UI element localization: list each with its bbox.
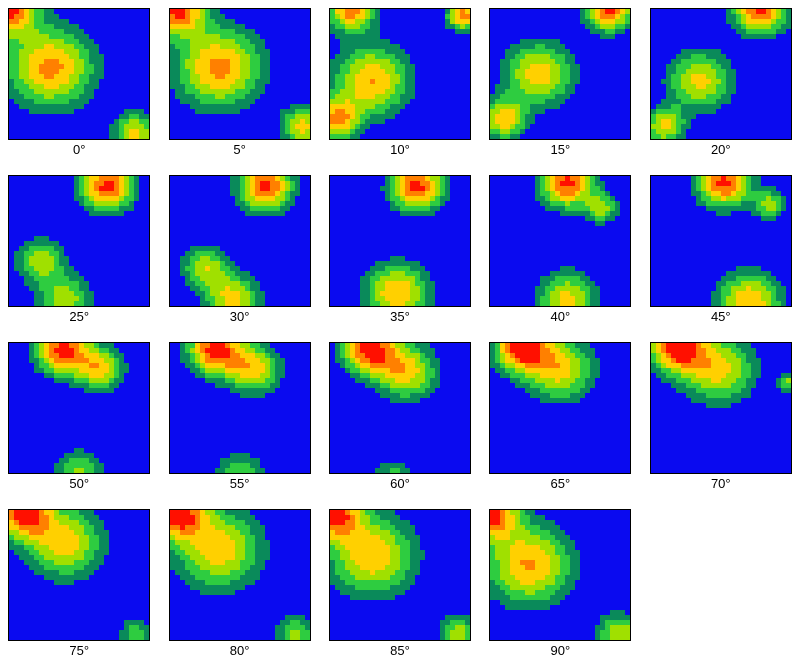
- panel-label: 45°: [711, 309, 731, 324]
- heatmap-panel: 80°: [168, 509, 310, 658]
- panel-label: 35°: [390, 309, 410, 324]
- panel-label: 25°: [69, 309, 89, 324]
- heatmap-panel: 10°: [329, 8, 471, 157]
- heatmap-plot: [489, 8, 631, 140]
- panel-label: 0°: [73, 142, 85, 157]
- heatmap-plot: [329, 175, 471, 307]
- panel-label: 60°: [390, 476, 410, 491]
- heatmap-panel: 55°: [168, 342, 310, 491]
- heatmap-panel: 85°: [329, 509, 471, 658]
- heatmap-plot: [329, 342, 471, 474]
- panel-label: 85°: [390, 643, 410, 658]
- heatmap-panel: 30°: [168, 175, 310, 324]
- heatmap-panel: 70°: [650, 342, 792, 491]
- panel-label: 80°: [230, 643, 250, 658]
- heatmap-panel: 90°: [489, 509, 631, 658]
- heatmap-plot: [329, 8, 471, 140]
- panel-label: 30°: [230, 309, 250, 324]
- heatmap-plot: [8, 175, 150, 307]
- heatmap-panel: 50°: [8, 342, 150, 491]
- heatmap-plot: [650, 175, 792, 307]
- heatmap-plot: [8, 509, 150, 641]
- panel-label: 90°: [551, 643, 571, 658]
- heatmap-plot: [489, 509, 631, 641]
- heatmap-plot: [650, 342, 792, 474]
- heatmap-plot: [8, 342, 150, 474]
- heatmap-plot: [329, 509, 471, 641]
- heatmap-plot: [489, 342, 631, 474]
- panel-label: 20°: [711, 142, 731, 157]
- heatmap-panel: 60°: [329, 342, 471, 491]
- panel-label: 15°: [551, 142, 571, 157]
- panel-label: 70°: [711, 476, 731, 491]
- heatmap-panel: 40°: [489, 175, 631, 324]
- heatmap-plot: [169, 509, 311, 641]
- heatmap-plot: [169, 8, 311, 140]
- panel-label: 65°: [551, 476, 571, 491]
- heatmap-panel: 65°: [489, 342, 631, 491]
- panel-label: 75°: [69, 643, 89, 658]
- heatmap-grid: 0° 5° 10° 15° 20° 25° 30° 35° 40° 45° 50° 55° 60° 65°…: [8, 8, 792, 658]
- heatmap-plot: [169, 342, 311, 474]
- heatmap-panel: 35°: [329, 175, 471, 324]
- heatmap-panel: 25°: [8, 175, 150, 324]
- panel-label: 10°: [390, 142, 410, 157]
- panel-label: 55°: [230, 476, 250, 491]
- heatmap-panel: 45°: [650, 175, 792, 324]
- heatmap-plot: [8, 8, 150, 140]
- panel-label: 40°: [551, 309, 571, 324]
- heatmap-plot: [650, 8, 792, 140]
- heatmap-plot: [489, 175, 631, 307]
- heatmap-panel: 15°: [489, 8, 631, 157]
- heatmap-panel: 5°: [168, 8, 310, 157]
- panel-label: 5°: [233, 142, 245, 157]
- panel-label: 50°: [69, 476, 89, 491]
- heatmap-panel: 20°: [650, 8, 792, 157]
- heatmap-panel: 0°: [8, 8, 150, 157]
- heatmap-panel: 75°: [8, 509, 150, 658]
- heatmap-plot: [169, 175, 311, 307]
